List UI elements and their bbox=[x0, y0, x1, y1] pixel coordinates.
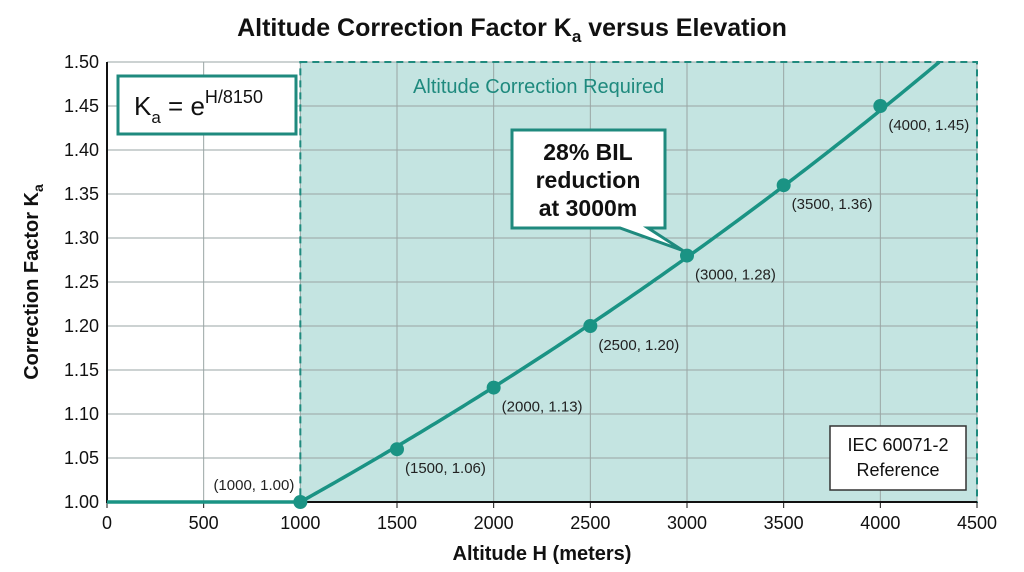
y-tick-label: 1.15 bbox=[64, 360, 99, 380]
data-point bbox=[390, 442, 404, 457]
x-tick-label: 2500 bbox=[570, 513, 610, 533]
data-point bbox=[293, 495, 308, 509]
data-point bbox=[873, 99, 888, 113]
data-label: (4000, 1.45) bbox=[888, 117, 969, 134]
y-tick-label: 1.50 bbox=[64, 52, 99, 72]
y-tick-label: 1.25 bbox=[64, 272, 99, 292]
y-tick-label: 1.05 bbox=[64, 448, 99, 468]
formula-text: Ka = eH/8150 bbox=[134, 87, 263, 127]
callout-text: at 3000m bbox=[539, 195, 637, 221]
x-tick-label: 3500 bbox=[764, 513, 804, 533]
data-point bbox=[486, 380, 501, 395]
y-tick-label: 1.20 bbox=[64, 316, 99, 336]
x-tick-label: 1500 bbox=[377, 513, 417, 533]
x-tick-label: 500 bbox=[189, 513, 219, 533]
y-tick-label: 1.35 bbox=[64, 184, 99, 204]
x-tick-label: 3000 bbox=[667, 513, 707, 533]
shaded-region-label: Altitude Correction Required bbox=[413, 76, 664, 98]
callout-box bbox=[510, 128, 684, 253]
reference-box bbox=[829, 425, 967, 491]
y-tick-label: 1.30 bbox=[64, 228, 99, 248]
x-tick-label: 2000 bbox=[474, 513, 514, 533]
x-axis-label: Altitude H (meters) bbox=[453, 543, 632, 565]
reference-text: Reference bbox=[856, 460, 939, 480]
y-tick-label: 1.40 bbox=[64, 140, 99, 160]
x-tick-label: 4500 bbox=[957, 513, 997, 533]
x-tick-label: 1000 bbox=[280, 513, 320, 533]
data-point bbox=[680, 248, 694, 263]
callout-text: reduction bbox=[536, 167, 641, 193]
data-label: (3500, 1.36) bbox=[792, 196, 873, 213]
data-label: (3000, 1.28) bbox=[695, 267, 776, 284]
y-tick-label: 1.45 bbox=[64, 96, 99, 116]
data-label: (2500, 1.20) bbox=[598, 337, 679, 354]
callout-text: 28% BIL bbox=[543, 139, 632, 165]
formula-box bbox=[116, 74, 298, 136]
reference-text: IEC 60071-2 bbox=[847, 435, 948, 455]
chart-title: Altitude Correction Factor Ka versus Ele… bbox=[237, 14, 787, 46]
y-tick-label: 1.10 bbox=[64, 404, 99, 424]
x-tick-label: 4000 bbox=[860, 513, 900, 533]
x-tick-label: 0 bbox=[102, 513, 112, 533]
data-label: (1500, 1.06) bbox=[405, 460, 486, 477]
series-line bbox=[107, 60, 941, 504]
data-point bbox=[583, 319, 598, 333]
data-point bbox=[776, 178, 791, 193]
data-label: (2000, 1.13) bbox=[502, 399, 583, 416]
y-tick-label: 1.00 bbox=[64, 492, 99, 512]
data-label: (1000, 1.00) bbox=[213, 477, 294, 494]
y-axis-label: Correction Factor Ka bbox=[21, 184, 46, 380]
